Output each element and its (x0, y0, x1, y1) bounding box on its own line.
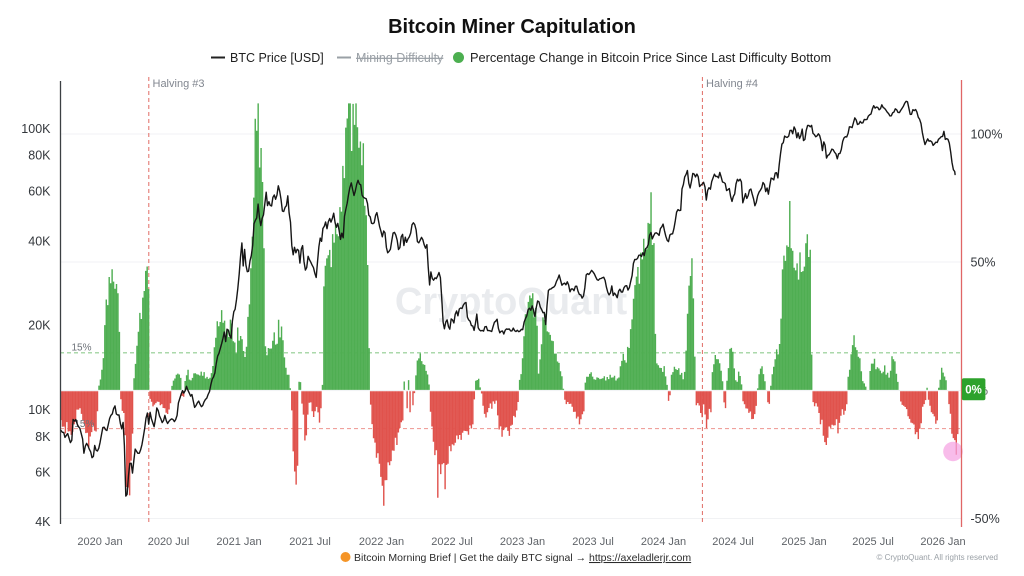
svg-text:80K: 80K (28, 149, 51, 163)
svg-text:4K: 4K (35, 515, 51, 529)
svg-text:2022 Jan: 2022 Jan (359, 536, 404, 548)
svg-text:Mining Difficulty: Mining Difficulty (356, 51, 444, 65)
svg-text:2024 Jul: 2024 Jul (712, 536, 754, 548)
svg-text:2025 Jan: 2025 Jan (781, 536, 826, 548)
svg-text:6K: 6K (35, 466, 51, 480)
svg-text:10K: 10K (28, 403, 51, 417)
svg-text:2020 Jan: 2020 Jan (77, 536, 122, 548)
svg-text:50%: 50% (971, 256, 996, 270)
svg-text:2024 Jan: 2024 Jan (641, 536, 686, 548)
svg-text:© CryptoQuant. All rights rese: © CryptoQuant. All rights reserved (877, 553, 999, 562)
svg-text:8K: 8K (35, 430, 51, 444)
svg-text:Bitcoin Morning Brief | Get th: Bitcoin Morning Brief | Get the daily BT… (354, 552, 691, 564)
svg-text:100K: 100K (21, 122, 51, 136)
svg-text:Halving #4: Halving #4 (706, 78, 758, 90)
svg-text:BTC Price [USD]: BTC Price [USD] (230, 51, 324, 65)
svg-text:15%: 15% (72, 343, 92, 354)
svg-text:2025 Jul: 2025 Jul (852, 536, 894, 548)
svg-text:40K: 40K (28, 235, 51, 249)
svg-text:2023 Jan: 2023 Jan (500, 536, 545, 548)
svg-text:2021 Jul: 2021 Jul (289, 536, 331, 548)
svg-text:2021 Jan: 2021 Jan (216, 536, 261, 548)
svg-text:CryptoQuant: CryptoQuant (395, 281, 628, 323)
svg-text:Halving #3: Halving #3 (153, 78, 205, 90)
svg-text:-50%: -50% (971, 512, 1000, 526)
svg-text:20K: 20K (28, 319, 51, 333)
svg-text:2022 Jul: 2022 Jul (431, 536, 473, 548)
svg-text:2026 Jan: 2026 Jan (920, 536, 965, 548)
svg-text:60K: 60K (28, 185, 51, 199)
svg-text:Bitcoin Miner Capitulation: Bitcoin Miner Capitulation (388, 16, 636, 38)
svg-text:Percentage Change in Bitcoin P: Percentage Change in Bitcoin Price Since… (470, 50, 831, 65)
svg-text:-15%: -15% (71, 419, 94, 430)
svg-text:100%: 100% (971, 128, 1003, 142)
svg-text:2023 Jul: 2023 Jul (572, 536, 614, 548)
svg-text:0%: 0% (965, 385, 982, 397)
svg-text:2020 Jul: 2020 Jul (148, 536, 190, 548)
